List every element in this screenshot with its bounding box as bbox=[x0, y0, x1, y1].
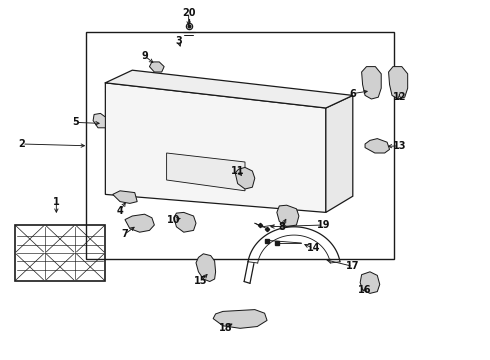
Text: 9: 9 bbox=[141, 51, 148, 61]
Bar bbox=[86, 32, 394, 259]
Text: 6: 6 bbox=[349, 89, 356, 99]
Polygon shape bbox=[362, 67, 381, 99]
Polygon shape bbox=[125, 214, 154, 232]
Polygon shape bbox=[149, 62, 164, 72]
Polygon shape bbox=[235, 167, 255, 189]
Text: 8: 8 bbox=[278, 222, 285, 232]
Text: 15: 15 bbox=[194, 276, 208, 286]
Polygon shape bbox=[389, 67, 408, 99]
Polygon shape bbox=[105, 83, 326, 212]
Polygon shape bbox=[105, 70, 353, 108]
Text: 2: 2 bbox=[19, 139, 25, 149]
Text: 7: 7 bbox=[122, 229, 128, 239]
Polygon shape bbox=[196, 254, 216, 282]
Polygon shape bbox=[360, 272, 380, 293]
Text: 19: 19 bbox=[317, 220, 330, 230]
Bar bbox=[15, 225, 105, 281]
Text: 20: 20 bbox=[182, 8, 196, 18]
Text: 16: 16 bbox=[358, 285, 372, 295]
Text: 14: 14 bbox=[307, 243, 320, 253]
Text: 13: 13 bbox=[392, 141, 406, 151]
Polygon shape bbox=[174, 212, 196, 232]
Polygon shape bbox=[113, 191, 137, 203]
Polygon shape bbox=[213, 310, 267, 328]
Text: 10: 10 bbox=[167, 215, 181, 225]
Polygon shape bbox=[365, 139, 390, 153]
Polygon shape bbox=[167, 153, 245, 191]
Text: 5: 5 bbox=[73, 117, 79, 127]
Text: 3: 3 bbox=[175, 36, 182, 46]
Text: 18: 18 bbox=[219, 323, 232, 333]
Polygon shape bbox=[277, 205, 299, 227]
Polygon shape bbox=[93, 113, 105, 128]
Text: 4: 4 bbox=[117, 206, 123, 216]
Text: 1: 1 bbox=[53, 197, 60, 207]
Polygon shape bbox=[326, 95, 353, 212]
Text: 12: 12 bbox=[392, 92, 406, 102]
Text: 11: 11 bbox=[231, 166, 245, 176]
Text: 17: 17 bbox=[346, 261, 360, 271]
